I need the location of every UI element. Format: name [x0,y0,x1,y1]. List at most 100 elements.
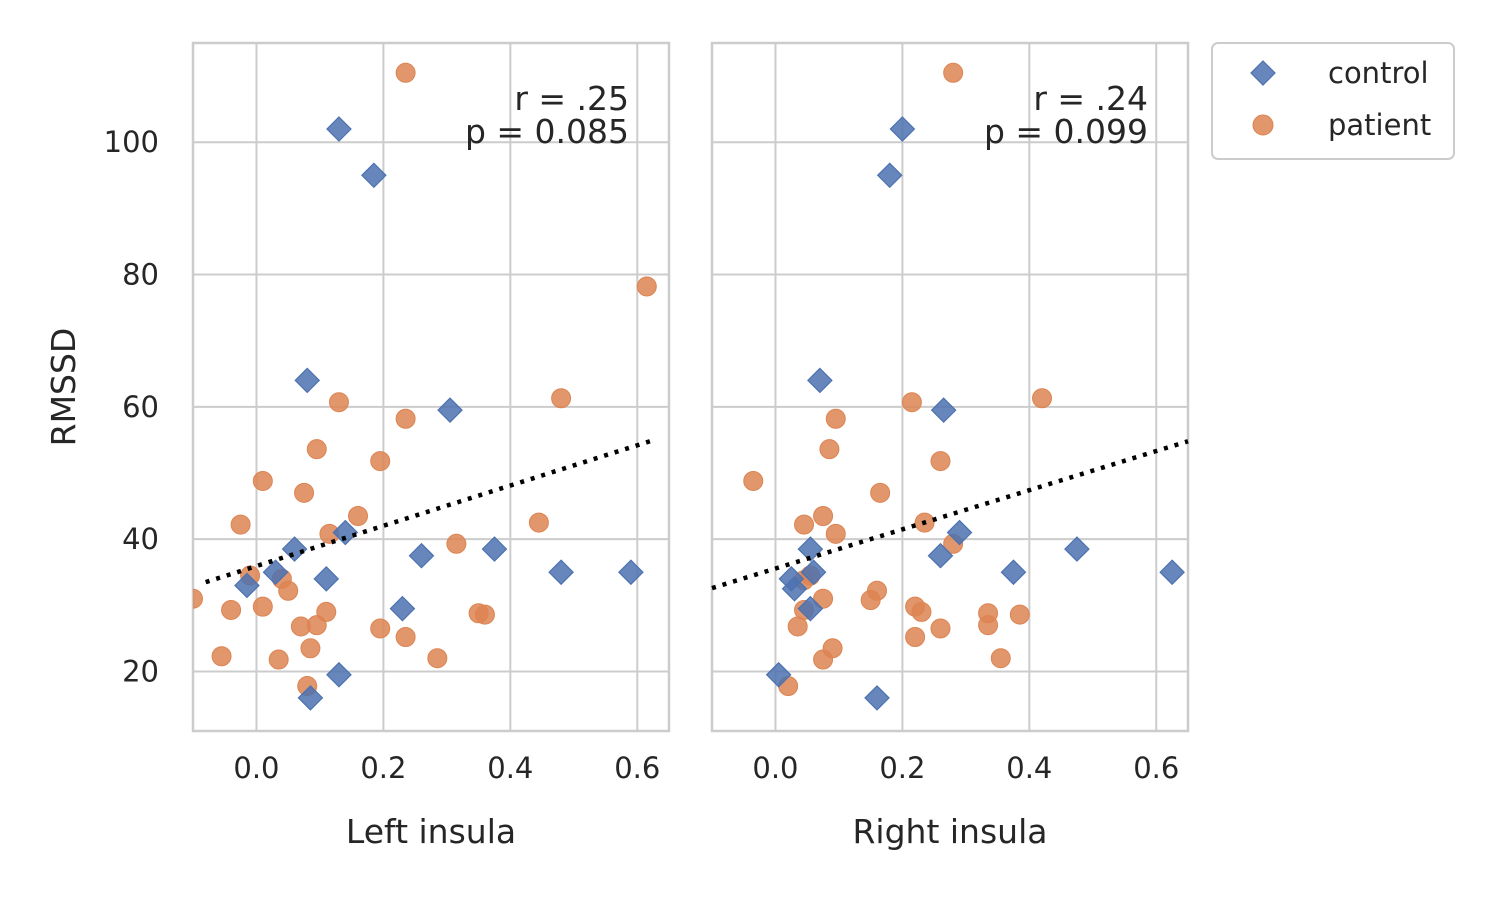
legend-marker-control [1250,60,1276,86]
patient-point [193,588,203,609]
control-point [1064,536,1090,562]
data-points [743,62,1185,711]
patient-point [636,276,657,297]
control-point [297,685,324,711]
patient-point [787,616,808,637]
control-point [408,542,435,569]
y-tick-label: 40 [122,522,159,556]
r-annotation: r = .25 [514,79,629,118]
control-point [889,116,916,142]
control-point [927,542,954,569]
patient-point [395,62,416,83]
legend: control patient [1211,42,1455,160]
patient-point [528,512,549,533]
panel-right-insula: 0.0 0.2 0.4 0.6 Right insula r = .24p = 0.099 [710,41,1190,851]
x-tick-label: 0.0 [752,751,798,785]
x-tick-label: 0.2 [360,751,406,785]
patient-point [813,506,834,526]
control-point [797,536,824,562]
patient-point [930,618,951,639]
control-point [326,661,352,688]
patient-point [348,506,369,526]
patient-point [860,590,881,611]
patient-point [825,408,846,429]
patient-point [268,649,289,670]
patient-point [901,392,922,413]
x-tick-label: 0.4 [1006,751,1052,785]
y-tick-label: 100 [104,125,159,159]
patient-point [911,601,932,622]
patient-point [794,514,815,535]
p-annotation: p = 0.085 [465,112,629,151]
y-tick-label: 60 [122,390,159,424]
x-tick-label: 0.2 [879,751,925,785]
control-point [389,595,416,622]
patient-point [822,638,843,659]
p-annotation: p = 0.099 [984,112,1148,151]
legend-label: control [1328,56,1429,90]
patient-point [300,638,321,659]
patient-point [943,62,964,83]
patient-point [427,648,448,669]
control-point [876,162,903,189]
control-point [930,397,957,424]
x-tick-label: 0.6 [1133,751,1179,785]
patient-point [474,604,495,625]
control-point [481,536,508,562]
data-points [193,62,657,711]
control-point [864,685,890,711]
patient-point [306,615,327,636]
y-tick-label: 80 [122,258,159,292]
patient-point [328,392,349,413]
patient-point [930,451,951,472]
patient-point [252,596,273,617]
patient-point [870,482,891,503]
patient-point [211,646,232,667]
patient-point [905,627,926,648]
plot-frame [191,41,671,733]
control-point [618,559,644,586]
legend-marker-patient [1252,114,1274,136]
patient-point [230,514,251,535]
regression-line [205,439,651,585]
patient-point [743,470,764,491]
control-point [361,162,387,189]
patient-point [819,439,840,460]
control-point [807,367,833,394]
control-point [437,397,463,424]
control-point [281,536,308,562]
patient-point [813,588,834,609]
x-tick-label: 0.0 [233,751,279,785]
x-tick-label: 0.6 [614,751,660,785]
patient-point [446,533,467,554]
patient-point [1032,388,1053,409]
patient-point [370,451,391,472]
control-point [946,519,973,546]
patient-point [221,599,242,620]
control-point [781,575,808,602]
control-point [1159,559,1185,586]
legend-label: patient [1328,108,1431,142]
y-axis-label: RMSSD [44,328,83,447]
patient-point [370,618,391,639]
control-point [800,559,827,586]
control-point [326,116,352,142]
patient-point [1009,604,1030,625]
patient-point [825,523,846,544]
r-annotation: r = .24 [1033,79,1148,118]
x-axis-label: Right insula [853,812,1048,851]
x-tick-label: 0.4 [487,751,533,785]
control-point [765,661,792,688]
patient-point [978,615,999,636]
patient-point [990,648,1011,669]
panel-left-insula: 0.0 0.2 0.4 0.6 20 40 60 80 100 Left insula RMSSD r… [44,41,671,851]
patient-point [395,627,416,648]
control-point [1000,559,1027,586]
control-point [294,367,321,394]
y-tick-label: 20 [122,654,159,688]
control-point [548,559,574,586]
control-point [332,519,359,546]
patient-point [306,439,327,460]
patient-point [278,580,299,601]
